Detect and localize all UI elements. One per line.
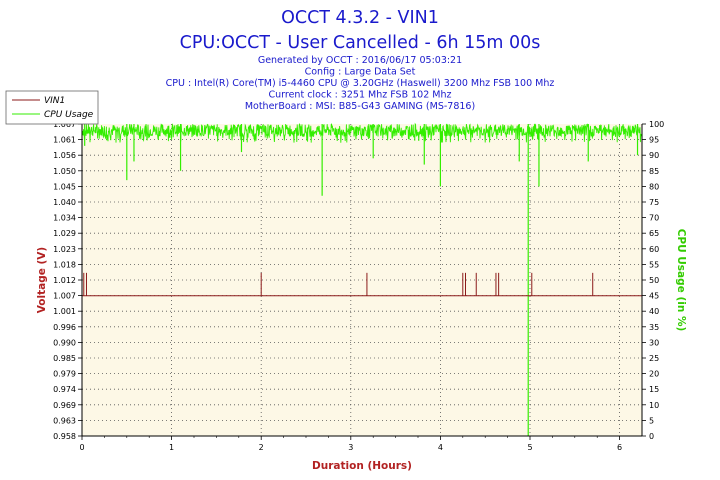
y-right-tick-label: 55: [649, 260, 659, 269]
y-left-tick-label: 1.067: [53, 120, 76, 129]
y-left-tick-label: 1.045: [53, 182, 76, 191]
y-right-tick-label: 100: [649, 120, 664, 129]
y-left-tick-label: 1.034: [53, 214, 76, 223]
y-right-tick-label: 35: [649, 323, 659, 332]
y-left-tick-label: 0.979: [53, 370, 76, 379]
x-tick-label: 4: [438, 443, 443, 452]
y-right-tick-label: 45: [649, 292, 659, 301]
y-right-tick-label: 50: [649, 276, 659, 285]
y-right-tick-label: 5: [649, 416, 654, 425]
y-right-tick-label: 80: [649, 182, 659, 191]
info-generated: Generated by OCCT : 2016/06/17 05:03:21: [258, 55, 462, 66]
x-tick-label: 2: [259, 443, 264, 452]
legend-label-cpu-usage: CPU Usage: [44, 110, 94, 120]
y-left-tick-label: 0.963: [53, 416, 76, 425]
y-left-tick-label: 1.012: [53, 276, 76, 285]
y-left-tick-label: 1.029: [53, 229, 76, 238]
plot-area: [81, 122, 643, 436]
y-left-tick-label: 1.023: [53, 245, 76, 254]
info-clock: Current clock : 3251 Mhz FSB 102 Mhz: [269, 90, 452, 101]
y-left-tick-label: 1.050: [53, 167, 76, 176]
y-right-tick-label: 65: [649, 229, 659, 238]
x-tick-label: 6: [617, 443, 622, 452]
y-right-tick-label: 90: [649, 151, 659, 160]
y-right-tick-label: 85: [649, 167, 659, 176]
series-cpu-usage-line: [81, 122, 643, 143]
info-cpu: CPU : Intel(R) Core(TM) i5-4460 CPU @ 3.…: [166, 78, 555, 89]
axes: 0 1 2 3 4 5 60.958 00.963 50.969 100.974 150.979 20…: [53, 120, 664, 452]
y-left-tick-label: 1.061: [53, 136, 76, 145]
info-motherboard: MotherBoard : MSI: B85-G43 GAMING (MS-78…: [245, 101, 475, 112]
y-right-tick-label: 30: [649, 338, 659, 347]
y-right-tick-label: 60: [649, 245, 659, 254]
legend: VIN1 CPU Usage: [5, 90, 99, 125]
x-tick-label: 1: [169, 443, 174, 452]
legend-label-vin1: VIN1: [44, 96, 65, 106]
y-right-tick-label: 75: [649, 198, 659, 207]
x-tick-label: 3: [348, 443, 353, 452]
y-left-tick-label: 1.040: [53, 198, 76, 207]
y-right-tick-label: 20: [649, 370, 659, 379]
y-right-tick-label: 95: [649, 136, 659, 145]
y-right-tick-label: 10: [649, 401, 659, 410]
y-left-tick-label: 1.056: [53, 151, 76, 160]
y-left-tick-label: 1.018: [53, 260, 76, 269]
y-left-tick-label: 1.007: [53, 292, 76, 301]
y-left-tick-label: 0.969: [53, 401, 76, 410]
y-right-tick-label: 70: [649, 214, 659, 223]
info-config: Config : Large Data Set: [305, 67, 416, 78]
y-axis-right-label: CPU Usage (in %): [675, 229, 687, 332]
y-left-tick-label: 1.001: [53, 307, 76, 316]
y-right-tick-label: 25: [649, 354, 659, 363]
y-right-tick-label: 15: [649, 385, 659, 394]
x-axis-label: Duration (Hours): [312, 460, 412, 472]
y-axis-left-label: Voltage (V): [36, 247, 48, 314]
y-right-tick-label: 0: [649, 432, 654, 441]
x-tick-label: 5: [527, 443, 532, 452]
y-left-tick-label: 0.974: [53, 385, 76, 394]
y-left-tick-label: 0.996: [53, 323, 76, 332]
y-left-tick-label: 0.985: [53, 354, 76, 363]
chart-title: OCCT 4.3.2 - VIN1: [281, 8, 439, 28]
y-left-tick-label: 0.990: [53, 338, 76, 347]
y-left-tick-label: 0.958: [53, 432, 76, 441]
x-tick-label: 0: [79, 443, 84, 452]
legend-box: [5, 90, 99, 125]
chart-subtitle: CPU:OCCT - User Cancelled - 6h 15m 00s: [180, 33, 541, 53]
y-right-tick-label: 40: [649, 307, 659, 316]
